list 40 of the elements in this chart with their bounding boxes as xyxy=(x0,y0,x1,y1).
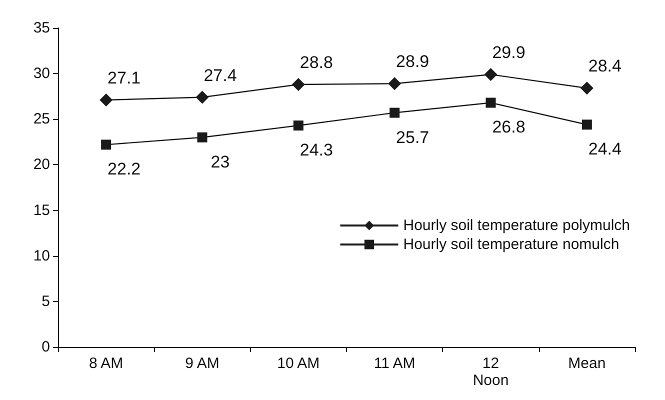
y-tick-label: 10 xyxy=(33,247,50,264)
data-label: 23 xyxy=(210,152,230,172)
data-label: 26.8 xyxy=(492,118,526,137)
point xyxy=(292,78,305,92)
data-label: 28.4 xyxy=(588,56,622,76)
point xyxy=(293,120,304,131)
y-tick-label: 15 xyxy=(33,202,50,219)
point xyxy=(484,68,498,81)
data-label: 24.4 xyxy=(588,140,622,159)
point xyxy=(196,90,209,104)
y-tick-label: 5 xyxy=(42,292,50,310)
x-tick-label: 10 AM xyxy=(277,355,320,372)
data-label: 24.3 xyxy=(300,140,333,160)
y-tick-label: 20 xyxy=(33,156,50,174)
x-tick-label: 9 AM xyxy=(185,355,220,372)
point xyxy=(582,120,592,130)
data-label: 29.9 xyxy=(492,42,526,62)
point xyxy=(486,98,496,108)
data-label: 27.4 xyxy=(204,66,237,85)
y-tick-label: 25 xyxy=(33,110,50,128)
point xyxy=(101,140,112,150)
y-tick-label: 30 xyxy=(33,65,50,82)
data-label: 22.2 xyxy=(108,160,141,179)
y-tick-label: 35 xyxy=(33,20,50,36)
point xyxy=(197,132,208,142)
x-tick-label: 11 AM xyxy=(374,355,416,372)
data-label: 27.1 xyxy=(108,68,141,88)
point xyxy=(580,82,594,95)
x-tick-label: 8 AM xyxy=(88,355,124,372)
y-tick-label: 0 xyxy=(42,338,50,356)
data-label: 28.9 xyxy=(396,52,430,72)
legend-label: Hourly soil temperature polymulch xyxy=(403,217,630,234)
legend-label: Hourly soil temperature nomulch xyxy=(403,236,620,253)
point xyxy=(100,94,113,107)
point xyxy=(390,108,400,118)
point xyxy=(388,77,402,90)
x-tick-label: Mean xyxy=(568,355,606,372)
x-tick-label: 12 Noon xyxy=(472,355,509,389)
data-label: 28.8 xyxy=(300,53,333,72)
data-label: 25.7 xyxy=(396,128,430,147)
